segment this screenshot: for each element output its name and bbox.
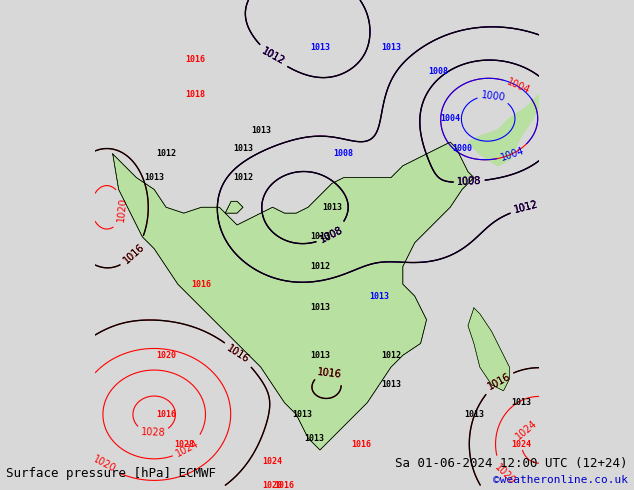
Polygon shape: [113, 142, 474, 450]
Text: 1012: 1012: [512, 199, 539, 215]
Text: 1024: 1024: [262, 457, 283, 466]
Text: 1016: 1016: [275, 481, 294, 490]
Text: 1028: 1028: [174, 440, 194, 448]
Text: 1000: 1000: [452, 144, 472, 152]
Text: 1016: 1016: [225, 343, 251, 365]
Text: 1012: 1012: [260, 47, 287, 67]
Text: 1008: 1008: [318, 224, 344, 245]
Text: 1013: 1013: [511, 398, 531, 407]
Text: 1013: 1013: [464, 410, 484, 419]
Text: 1016: 1016: [317, 367, 342, 380]
Text: 1004: 1004: [499, 145, 526, 162]
Text: 1016: 1016: [186, 55, 205, 64]
Text: 1018: 1018: [186, 90, 205, 99]
Text: 1013: 1013: [322, 203, 342, 212]
Text: 1008: 1008: [429, 67, 448, 75]
Text: 1013: 1013: [304, 434, 324, 442]
Text: 1013: 1013: [310, 351, 330, 360]
Text: 1020: 1020: [156, 351, 176, 360]
Text: 1008: 1008: [456, 176, 482, 187]
Text: 1013: 1013: [292, 410, 312, 419]
Text: 1013: 1013: [381, 380, 401, 390]
Text: 1016: 1016: [121, 242, 146, 265]
Text: 1016: 1016: [225, 343, 251, 365]
Text: 1012: 1012: [512, 199, 539, 215]
Text: 1012: 1012: [381, 351, 401, 360]
Text: 1004: 1004: [440, 114, 460, 123]
Text: 1024: 1024: [514, 418, 540, 442]
Text: 1000: 1000: [480, 90, 506, 103]
Text: 1013: 1013: [381, 43, 401, 52]
Text: 1020: 1020: [91, 454, 118, 475]
Text: 1013: 1013: [144, 173, 164, 182]
Text: 1013: 1013: [310, 232, 330, 242]
Text: 1008: 1008: [333, 149, 354, 158]
Text: 1020: 1020: [116, 196, 128, 222]
Polygon shape: [113, 142, 474, 450]
Polygon shape: [468, 308, 510, 391]
Text: 1008: 1008: [318, 224, 344, 245]
Text: 1013: 1013: [310, 43, 330, 52]
Text: 1012: 1012: [310, 262, 330, 271]
Text: 1024: 1024: [174, 438, 201, 458]
Text: 1016: 1016: [486, 371, 512, 392]
Text: 1016: 1016: [317, 367, 342, 380]
Text: 1012: 1012: [233, 173, 253, 182]
Text: 1016: 1016: [121, 242, 146, 265]
Text: Surface pressure [hPa] ECMWF: Surface pressure [hPa] ECMWF: [6, 467, 216, 480]
Text: Sa 01-06-2024 12:00 UTC (12+24): Sa 01-06-2024 12:00 UTC (12+24): [395, 457, 628, 470]
Text: 1012: 1012: [260, 47, 287, 67]
Polygon shape: [468, 308, 510, 391]
Text: 1020: 1020: [493, 462, 518, 486]
Text: 1004: 1004: [505, 77, 531, 96]
Text: 1024: 1024: [511, 440, 531, 448]
Text: 1012: 1012: [156, 149, 176, 158]
Polygon shape: [468, 95, 539, 166]
Text: 1008: 1008: [456, 176, 482, 187]
Text: 1016: 1016: [156, 410, 176, 419]
Text: 1020: 1020: [262, 481, 283, 490]
Text: 1016: 1016: [351, 440, 372, 448]
Text: 1013: 1013: [251, 126, 271, 135]
Text: 1016: 1016: [486, 371, 512, 392]
Text: 1008: 1008: [318, 224, 344, 245]
Text: 1008: 1008: [456, 176, 482, 187]
Text: 1012: 1012: [512, 199, 539, 215]
Text: 1012: 1012: [260, 47, 287, 67]
Text: 1013: 1013: [233, 144, 253, 152]
Text: 1028: 1028: [140, 427, 165, 439]
Text: ©weatheronline.co.uk: ©weatheronline.co.uk: [493, 475, 628, 485]
Text: 1013: 1013: [310, 303, 330, 313]
Text: 1016: 1016: [191, 280, 212, 289]
Text: 1013: 1013: [369, 292, 389, 300]
